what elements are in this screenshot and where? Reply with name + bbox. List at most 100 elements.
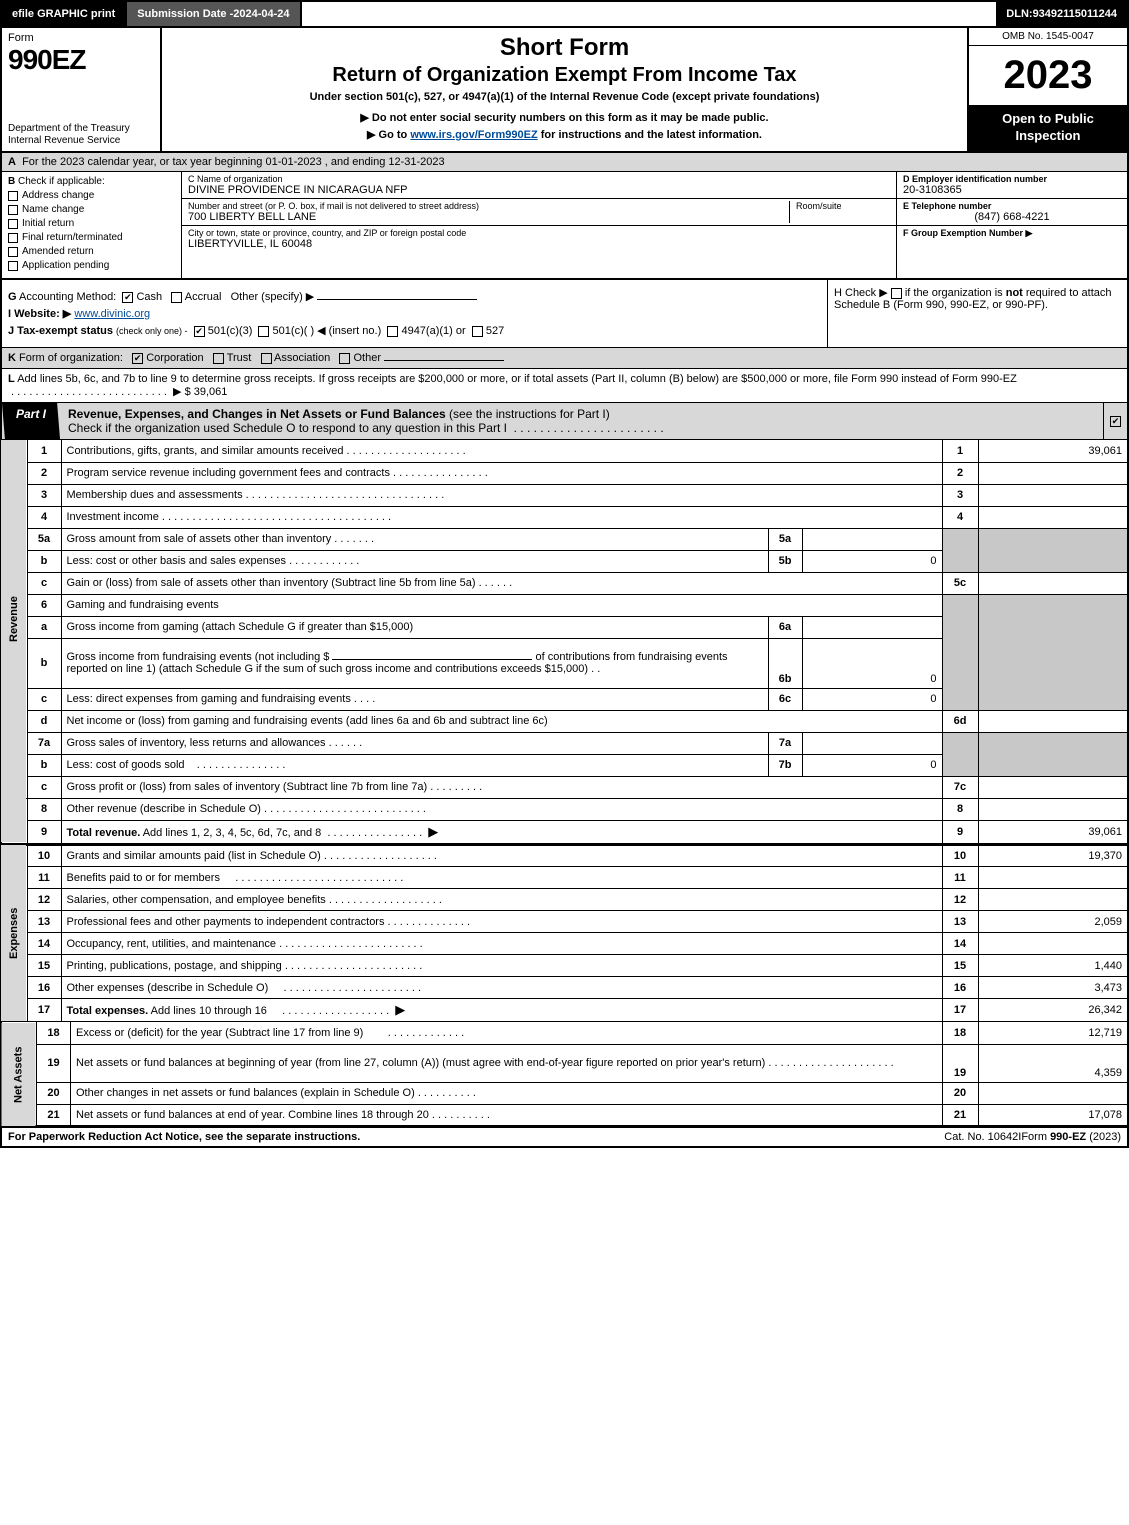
- j-4947-checkbox[interactable]: [387, 326, 398, 337]
- amt-3: [978, 484, 1128, 506]
- amt-12: [978, 889, 1128, 911]
- row-13: 13Professional fees and other payments t…: [1, 911, 1128, 933]
- desc-11: Benefits paid to or for members: [67, 872, 220, 884]
- box-5b: 5b: [768, 550, 802, 572]
- footer-mid: Cat. No. 10642I: [944, 1131, 1021, 1143]
- num-1: 1: [942, 440, 978, 462]
- j-501c-checkbox[interactable]: [258, 326, 269, 337]
- g-cash-checkbox[interactable]: ✔: [122, 292, 133, 303]
- amt-13: 2,059: [978, 911, 1128, 933]
- row-10: Expenses 10 Grants and similar amounts p…: [1, 845, 1128, 867]
- cb-address-change[interactable]: Address change: [8, 190, 175, 201]
- desc-18: Excess or (deficit) for the year (Subtra…: [76, 1027, 363, 1039]
- form-number: 990EZ: [8, 44, 154, 76]
- amt-8: [978, 798, 1128, 820]
- org-name-label: C Name of organization: [188, 174, 890, 184]
- website-link[interactable]: www.divinic.org: [74, 308, 150, 320]
- h-checkbox[interactable]: [891, 288, 902, 299]
- row-6d: d Net income or (loss) from gaming and f…: [1, 710, 1128, 732]
- side-netassets: Net Assets: [1, 1022, 37, 1126]
- j-opt3: 4947(a)(1) or: [401, 325, 465, 337]
- instr-1: ▶ Do not enter social security numbers o…: [172, 111, 957, 124]
- cb-label-0: Address change: [22, 190, 94, 201]
- cb-label-4: Amended return: [22, 246, 94, 257]
- cb-final-return[interactable]: Final return/terminated: [8, 232, 175, 243]
- row-19: 19Net assets or fund balances at beginni…: [1, 1044, 1128, 1082]
- desc-13: Professional fees and other payments to …: [67, 916, 385, 928]
- irs-link[interactable]: www.irs.gov/Form990EZ: [410, 129, 537, 141]
- g-other-blank: [317, 299, 477, 300]
- topbar-spacer: [302, 2, 997, 26]
- open-public-badge: Open to Public Inspection: [969, 105, 1127, 151]
- g-accrual-checkbox[interactable]: [171, 292, 182, 303]
- part-i-subline: Check if the organization used Schedule …: [68, 421, 507, 435]
- j-sub: (check only one) -: [116, 326, 188, 336]
- instr-2-post: for instructions and the latest informat…: [538, 129, 762, 141]
- col-b: B Check if applicable: Address change Na…: [2, 172, 182, 278]
- phone-label: E Telephone number: [903, 201, 1121, 211]
- org-name-cell: C Name of organization DIVINE PROVIDENCE…: [182, 172, 896, 199]
- form-header: Form 990EZ Department of the Treasury In…: [0, 28, 1129, 153]
- ein-label: D Employer identification number: [903, 174, 1121, 184]
- boxval-7a: [802, 732, 942, 754]
- row-11: 11Benefits paid to or for members . . . …: [1, 867, 1128, 889]
- part-i-title: Revenue, Expenses, and Changes in Net As…: [60, 403, 1103, 439]
- form-word: Form: [8, 32, 154, 44]
- city-label: City or town, state or province, country…: [188, 228, 890, 238]
- j-501c3-checkbox[interactable]: ✔: [194, 326, 205, 337]
- amt-16: 3,473: [978, 977, 1128, 999]
- footer-right: Form 990-EZ (2023): [1021, 1131, 1121, 1143]
- amt-4: [978, 506, 1128, 528]
- submission-date: Submission Date - 2024-04-24: [127, 2, 301, 26]
- part-i-checkbox[interactable]: ✔: [1103, 403, 1127, 439]
- k-corp-checkbox[interactable]: ✔: [132, 353, 143, 364]
- amt-7c: [978, 776, 1128, 798]
- footer-left: For Paperwork Reduction Act Notice, see …: [8, 1131, 824, 1143]
- row-7c: c Gross profit or (loss) from sales of i…: [1, 776, 1128, 798]
- boxval-6a: [802, 616, 942, 638]
- k-assoc-checkbox[interactable]: [261, 353, 272, 364]
- amt-14: [978, 933, 1128, 955]
- expenses-table: Expenses 10 Grants and similar amounts p…: [0, 844, 1129, 1023]
- desc-7c: Gross profit or (loss) from sales of inv…: [67, 781, 428, 793]
- side-revenue: Revenue: [1, 440, 27, 798]
- city-cell: City or town, state or province, country…: [182, 226, 896, 278]
- city: LIBERTYVILLE, IL 60048: [188, 238, 890, 250]
- amt-20: [978, 1082, 1128, 1104]
- row-5a: 5a Gross amount from sale of assets othe…: [1, 528, 1128, 550]
- gij-left: G Accounting Method: ✔ Cash Accrual Othe…: [2, 280, 827, 347]
- k-other: Other: [353, 352, 381, 364]
- line-g: G Accounting Method: ✔ Cash Accrual Othe…: [8, 290, 821, 303]
- cb-application-pending[interactable]: Application pending: [8, 260, 175, 271]
- k-other-checkbox[interactable]: [339, 353, 350, 364]
- cb-initial-return[interactable]: Initial return: [8, 218, 175, 229]
- desc-12: Salaries, other compensation, and employ…: [67, 894, 326, 906]
- row-4: 4 Investment income . . . . . . . . . . …: [1, 506, 1128, 528]
- k-trust-checkbox[interactable]: [213, 353, 224, 364]
- cb-amended-return[interactable]: Amended return: [8, 246, 175, 257]
- cb-name-change[interactable]: Name change: [8, 204, 175, 215]
- row-9: 9 Total revenue. Add lines 1, 2, 3, 4, 5…: [1, 820, 1128, 843]
- side-expenses: Expenses: [1, 845, 27, 1022]
- desc-14: Occupancy, rent, utilities, and maintena…: [67, 938, 277, 950]
- j-527-checkbox[interactable]: [472, 326, 483, 337]
- amt-11: [978, 867, 1128, 889]
- amt-2: [978, 462, 1128, 484]
- row-20: 20Other changes in net assets or fund ba…: [1, 1082, 1128, 1104]
- desc-7b: Less: cost of goods sold: [67, 759, 185, 771]
- l-label: L: [8, 373, 15, 385]
- title-return: Return of Organization Exempt From Incom…: [172, 64, 957, 87]
- header-right: OMB No. 1545-0047 2023 Open to Public In…: [967, 28, 1127, 151]
- phone: (847) 668-4221: [903, 211, 1121, 223]
- line-k: K Form of organization: ✔ Corporation Tr…: [0, 348, 1129, 369]
- entity-block: B Check if applicable: Address change Na…: [0, 172, 1129, 280]
- desc-5c: Gain or (loss) from sale of assets other…: [67, 577, 476, 589]
- boxval-7b: 0: [802, 754, 942, 776]
- efile-print-label[interactable]: efile GRAPHIC print: [2, 2, 127, 26]
- ein-cell: D Employer identification number 20-3108…: [897, 172, 1127, 199]
- part-i-header: Part I Revenue, Expenses, and Changes in…: [0, 403, 1129, 440]
- desc-19: Net assets or fund balances at beginning…: [76, 1057, 765, 1069]
- ein: 20-3108365: [903, 184, 1121, 196]
- box-6b: 6b: [768, 638, 802, 688]
- title-short-form: Short Form: [172, 34, 957, 62]
